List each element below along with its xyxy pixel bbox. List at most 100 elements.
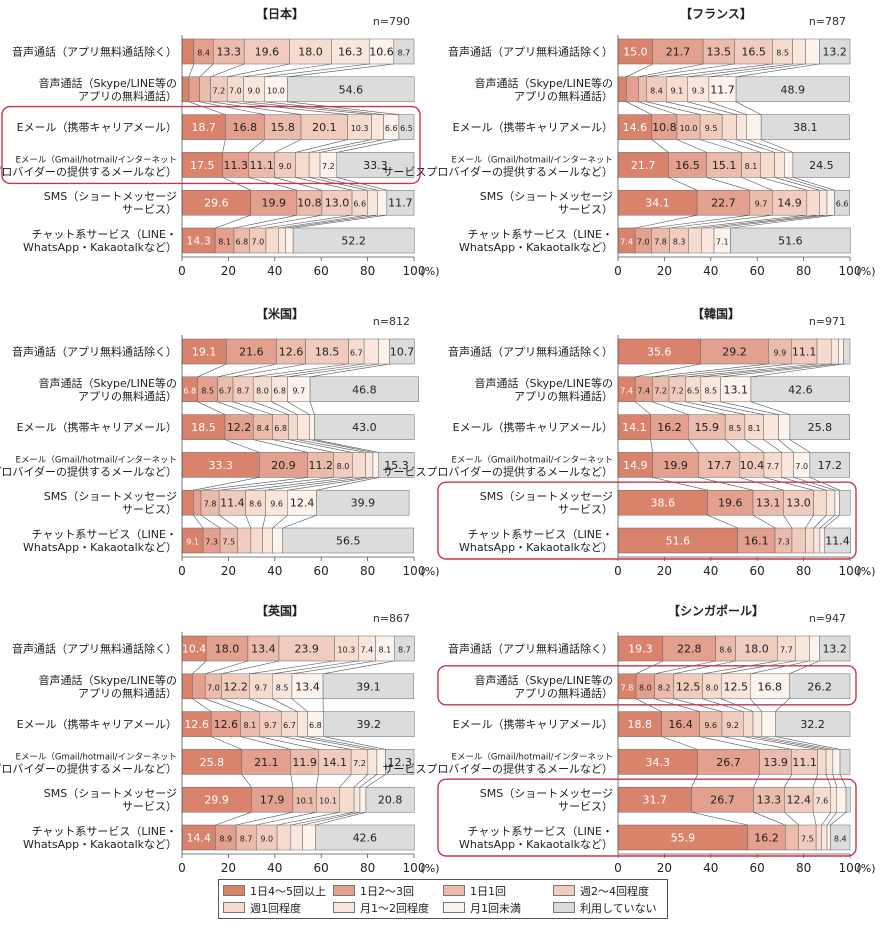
data-label: 8.7 [398, 646, 411, 655]
bar-segment [368, 749, 377, 774]
legend-swatch [223, 885, 245, 896]
category-label: サービス） [558, 800, 613, 813]
legend-swatch [443, 902, 465, 913]
data-label: 34.1 [645, 197, 670, 210]
data-label: 16.5 [675, 159, 700, 172]
data-label: 9.7 [755, 200, 768, 209]
data-label: 6.6 [836, 200, 849, 209]
connector-line [192, 699, 211, 712]
category-label: チャット系サービス（LINE・ [468, 228, 613, 241]
data-label: 17.5 [190, 159, 215, 172]
x-tick-label: 60 [314, 564, 329, 578]
bar-segment [747, 115, 761, 140]
category-label: アプリの無料通話） [514, 389, 613, 403]
legend-item: 1日2～3回 [333, 882, 443, 899]
data-label: 19.3 [628, 643, 653, 656]
data-label: 16.8 [233, 121, 258, 134]
data-label: 13.5 [707, 46, 732, 59]
connector-line [753, 812, 785, 825]
bar-segment [360, 787, 366, 812]
category-label: SMS（ショートメッセージ [480, 190, 613, 203]
data-label: 12.4 [786, 794, 811, 807]
data-label: 9.0 [279, 162, 292, 171]
bar-segment [722, 115, 736, 140]
bar-segment [309, 152, 320, 177]
bar-segment [366, 452, 373, 477]
connector-line [824, 515, 839, 528]
legend-item: 1日1回 [443, 882, 553, 899]
sample-size: n=971 [809, 315, 846, 328]
x-tick-label: 0 [614, 861, 622, 875]
connector-line [692, 812, 748, 825]
data-label: 26.2 [807, 680, 832, 693]
data-label: 11.7 [388, 197, 413, 210]
connector-line [831, 812, 847, 825]
connector-line [703, 661, 778, 674]
data-label: 13.3 [757, 794, 782, 807]
connector-line [215, 215, 250, 228]
data-label: 8.5 [201, 386, 214, 395]
data-label: 9.0 [260, 835, 273, 844]
connector-line [814, 515, 827, 528]
bar-segment [762, 712, 775, 737]
connector-line [193, 515, 203, 528]
connector-line [192, 661, 206, 674]
category-label: サービス） [558, 203, 613, 216]
data-label: 26.7 [716, 756, 741, 769]
x-tick-label: 0 [614, 564, 622, 578]
bar-segment [638, 77, 646, 102]
data-label: 18.8 [628, 718, 653, 731]
bar-segment [372, 115, 384, 140]
sample-size: n=812 [373, 315, 410, 328]
data-label: 11.1 [249, 159, 274, 172]
data-label: 8.7 [398, 49, 411, 58]
connector-line [272, 402, 298, 415]
bar-segment [784, 152, 793, 177]
data-label: 8.1 [745, 162, 758, 171]
data-label: 7.1 [716, 238, 729, 247]
bar-segment [373, 452, 379, 477]
data-label: 8.7 [240, 835, 253, 844]
bar-segment [819, 190, 827, 215]
data-label: 20.1 [312, 121, 337, 134]
x-tick-label: 20 [657, 264, 672, 278]
data-label: 7.0 [795, 462, 808, 471]
bar-segment [702, 228, 714, 253]
connector-line [707, 177, 750, 190]
category-label: WhatsApp・Kakaotalkなど） [23, 541, 177, 554]
data-label: 35.6 [647, 346, 672, 359]
bar-segment [689, 228, 702, 253]
data-label: 19.6 [718, 497, 743, 510]
data-label: 10.0 [267, 86, 285, 95]
x-tick-label: 60 [750, 861, 765, 875]
category-label: 音声通話（アプリ無料通話除く） [12, 45, 177, 59]
axis-unit: (%) [856, 565, 875, 578]
category-label: Eメール（Gmail/hotmail/インターネット [451, 154, 613, 165]
connector-line [316, 774, 318, 787]
category-label: SMS（ショートメッセージ [44, 490, 177, 503]
connector-line [243, 102, 371, 115]
data-label: 6.5 [400, 124, 413, 133]
x-tick-label: 60 [750, 564, 765, 578]
axis-unit: (%) [420, 565, 439, 578]
bar-segment [303, 825, 316, 850]
axis-unit: (%) [420, 862, 439, 875]
category-label: WhatsApp・Kakaotalkなど） [23, 241, 177, 254]
data-label: 8.2 [658, 683, 671, 692]
data-label: 21.7 [666, 46, 691, 59]
connector-line [638, 102, 677, 115]
data-label: 11.1 [792, 346, 817, 359]
connector-line [193, 477, 259, 490]
category-label: アプリの無料通話） [514, 686, 613, 700]
data-label: 6.8 [184, 386, 197, 395]
bar-segment [831, 339, 838, 364]
data-label: 22.8 [677, 643, 702, 656]
data-label: 13.2 [822, 643, 847, 656]
data-label: 19.6 [255, 46, 280, 59]
connector-line [826, 774, 831, 787]
data-label: 25.8 [200, 756, 225, 769]
connector-line [211, 64, 245, 77]
connector-line [688, 440, 698, 453]
category-label: 音声通話（Skype/LINE等の [39, 76, 177, 90]
data-label: 6.8 [273, 386, 286, 395]
